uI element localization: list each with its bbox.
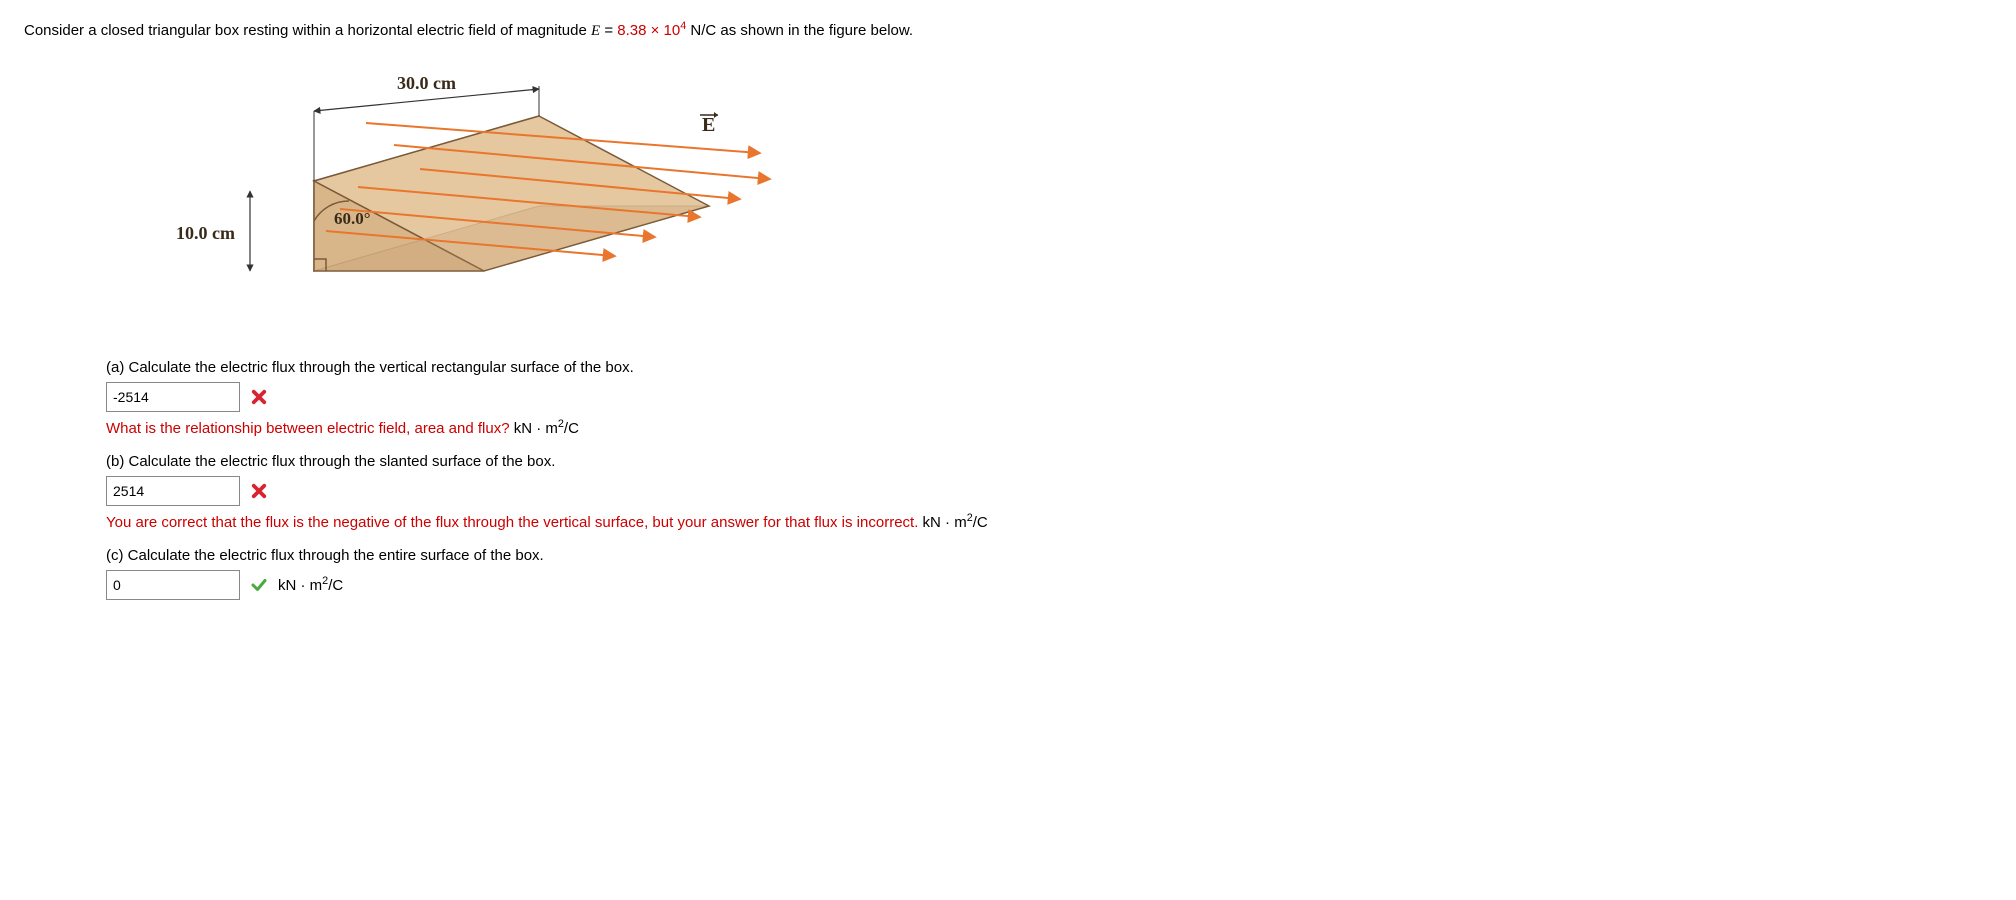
part-c-prompt: (c) Calculate the electric flux through … xyxy=(106,547,1992,564)
part-c-input[interactable] xyxy=(106,570,240,600)
svg-text:E: E xyxy=(702,114,715,136)
part-b-prompt: (b) Calculate the electric flux through … xyxy=(106,453,1992,470)
check-icon xyxy=(250,576,268,594)
equals: = xyxy=(604,22,617,39)
part-b-units: kN · m2/C xyxy=(923,514,988,531)
part-b-input[interactable] xyxy=(106,476,240,506)
intro-prefix: Consider a closed triangular box resting… xyxy=(24,22,591,39)
part-c: (c) Calculate the electric flux through … xyxy=(106,547,1992,600)
intro-suffix: N/C as shown in the figure below. xyxy=(690,22,913,39)
angle-label: 60.0° xyxy=(334,209,371,228)
wrong-icon xyxy=(250,482,268,500)
part-a-input[interactable] xyxy=(106,382,240,412)
left-dimension: 10.0 cm xyxy=(176,191,250,271)
part-b: (b) Calculate the electric flux through … xyxy=(106,453,1992,531)
wrong-icon xyxy=(250,388,268,406)
svg-text:30.0 cm: 30.0 cm xyxy=(397,73,456,93)
svg-text:10.0 cm: 10.0 cm xyxy=(176,223,235,243)
E-symbol: E xyxy=(591,23,600,39)
part-b-answer-row xyxy=(106,476,1992,506)
E-value: 8.38 × 104 xyxy=(617,22,690,39)
part-c-units: kN · m2/C xyxy=(278,575,343,594)
part-a-answer-row xyxy=(106,382,1992,412)
part-a-units: kN · m2/C xyxy=(514,420,579,437)
figure: E 30.0 cm 10.0 cm 60.0° xyxy=(24,43,1992,343)
field-label: E xyxy=(700,112,718,136)
part-a: (a) Calculate the electric flux through … xyxy=(106,359,1992,437)
part-a-feedback: What is the relationship between electri… xyxy=(106,418,1992,437)
part-b-feedback: You are correct that the flux is the neg… xyxy=(106,512,1992,531)
prism-diagram: E 30.0 cm 10.0 cm 60.0° xyxy=(144,61,784,321)
part-a-prompt: (a) Calculate the electric flux through … xyxy=(106,359,1992,376)
problem-statement: Consider a closed triangular box resting… xyxy=(24,18,1992,43)
part-c-answer-row: kN · m2/C xyxy=(106,570,1992,600)
